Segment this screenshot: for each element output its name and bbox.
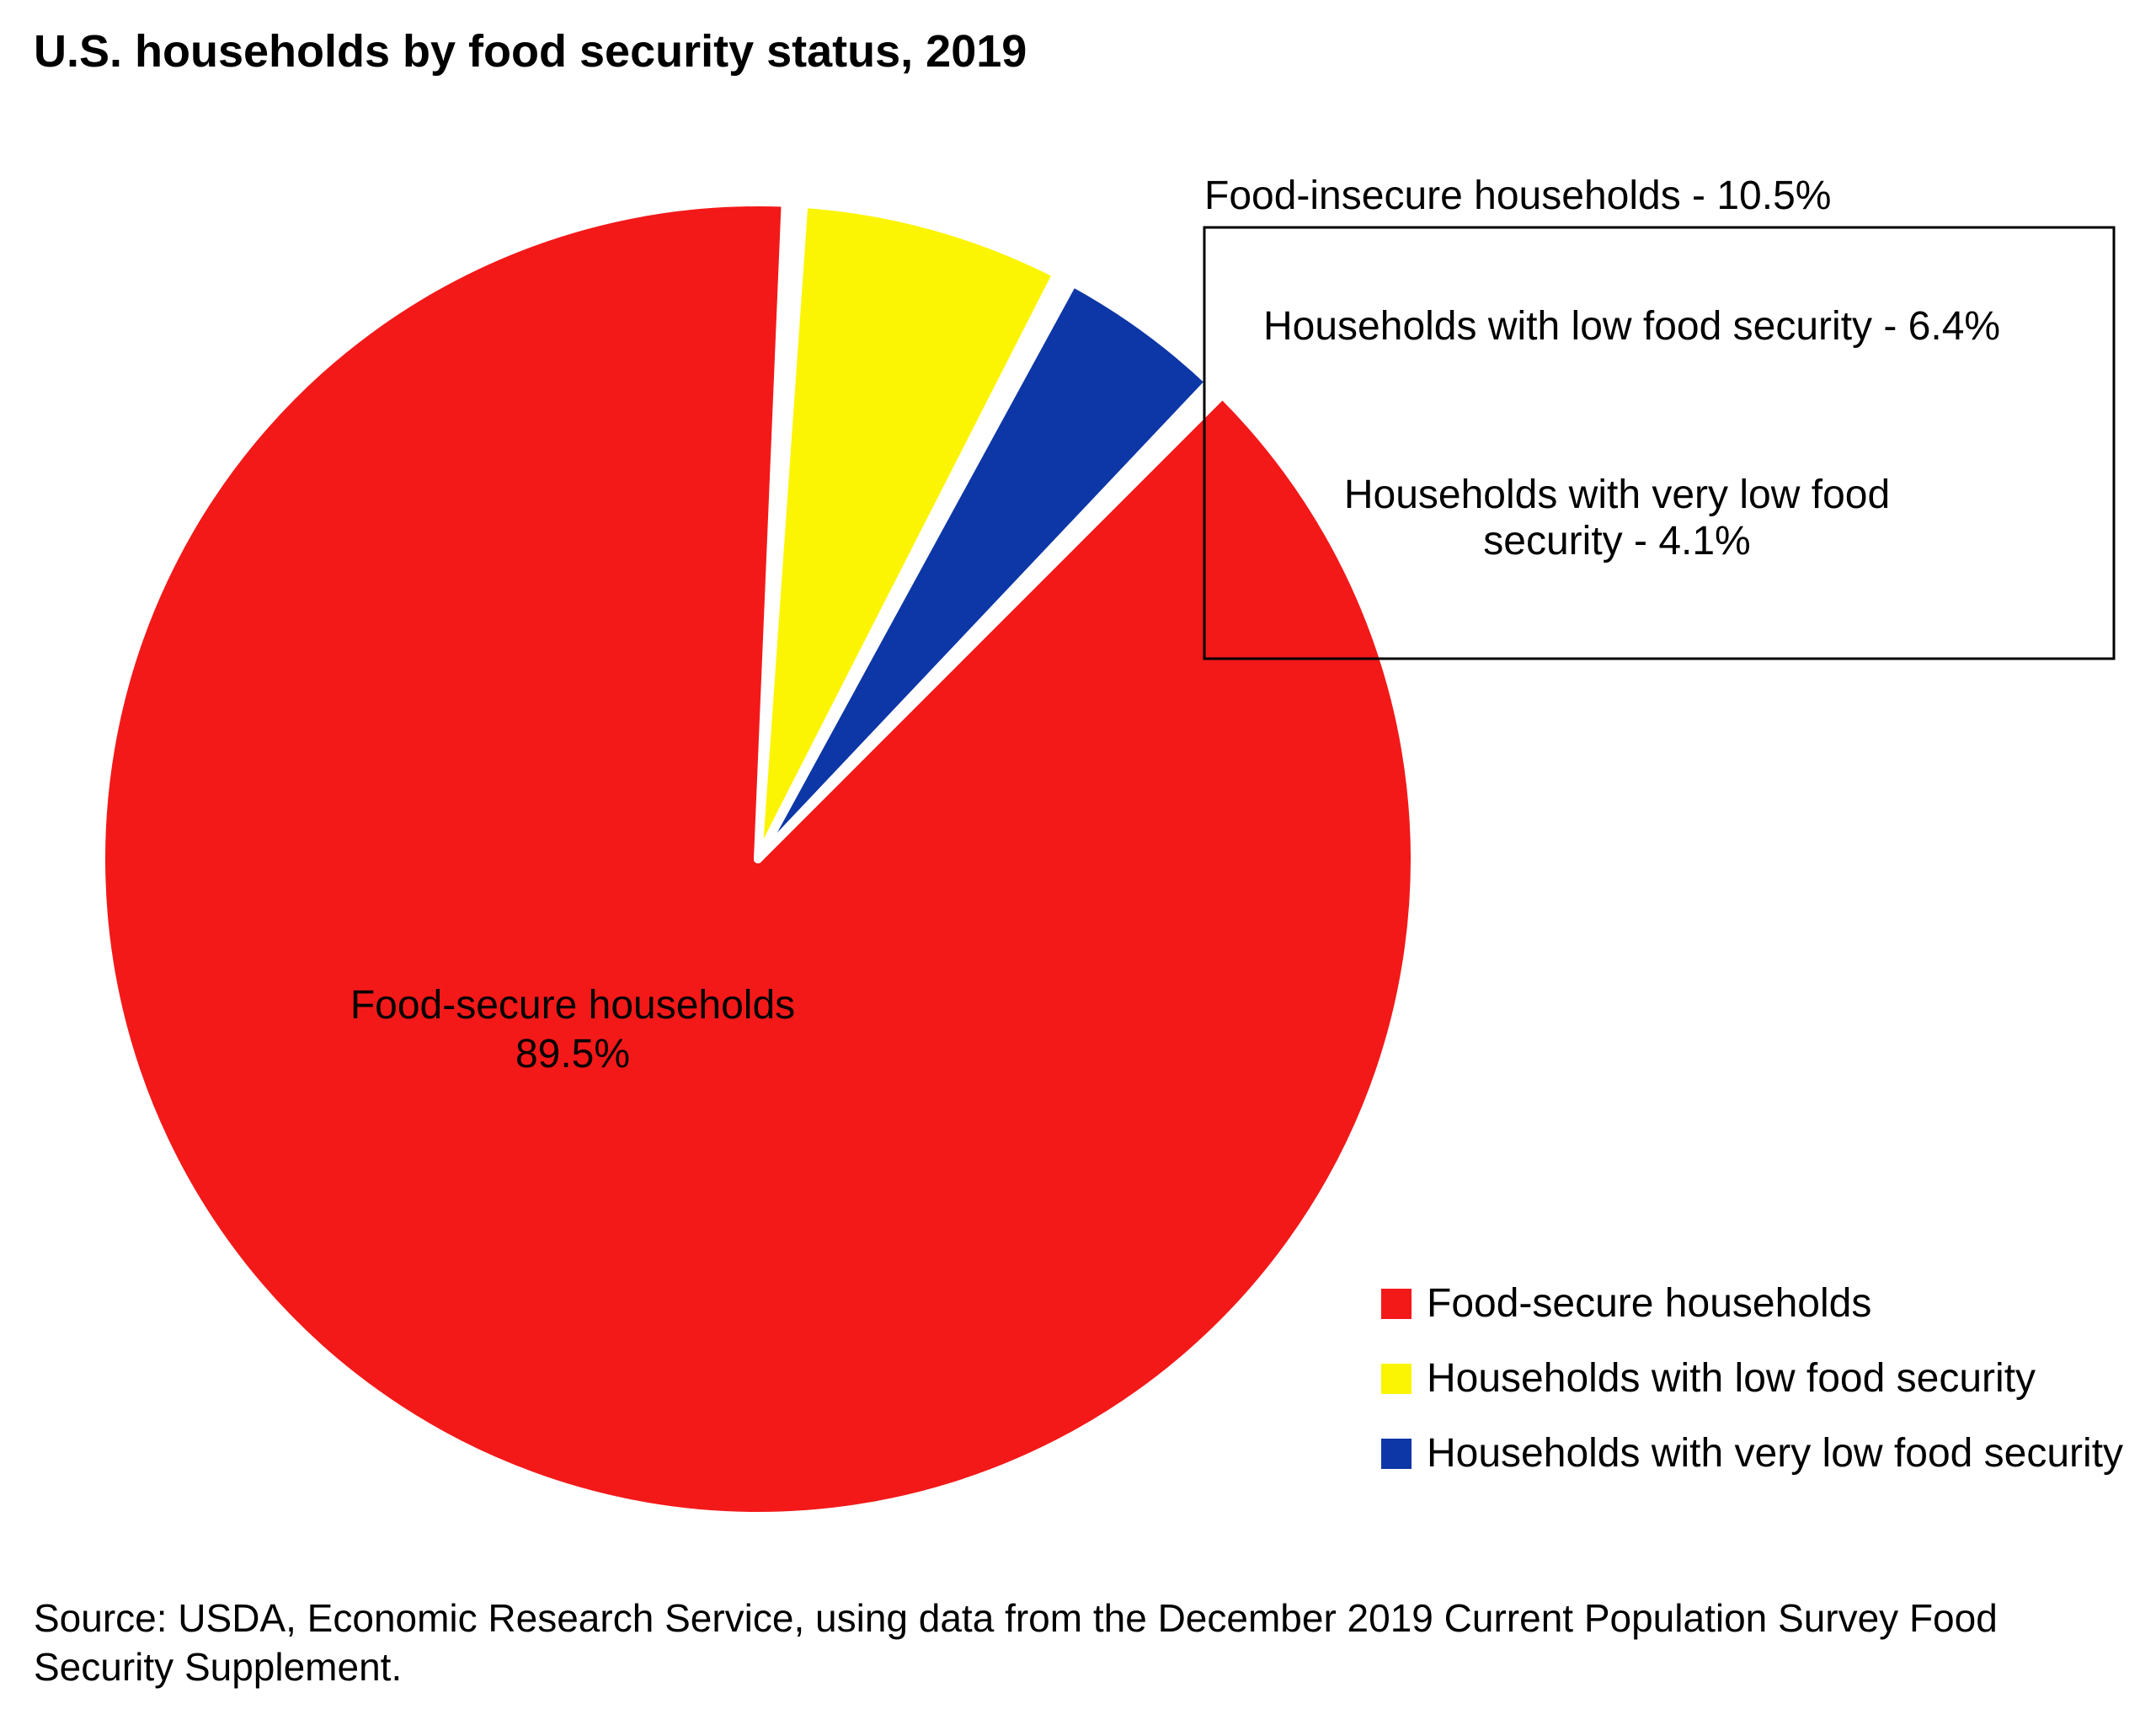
callout-very-low-food-security: Households with very low food security -…	[1272, 472, 1962, 564]
callout-very-low-line1: Households with very low food	[1344, 473, 1890, 517]
legend-label: Households with low food security	[1427, 1355, 2036, 1402]
legend-label: Households with very low food security	[1427, 1430, 2123, 1477]
source-citation: Source: USDA, Economic Research Service,…	[34, 1594, 2122, 1691]
callout-food-insecure-header: Food-insecure households - 10.5%	[1204, 173, 1831, 219]
legend: Food-secure households Households with l…	[1381, 1280, 2123, 1505]
callout-very-low-line2: security - 4.1%	[1483, 519, 1750, 563]
legend-item-very-low: Households with very low food security	[1381, 1430, 2123, 1477]
legend-swatch-food-secure	[1381, 1289, 1412, 1319]
legend-item-food-secure: Food-secure households	[1381, 1280, 2123, 1327]
legend-label: Food-secure households	[1427, 1280, 1871, 1327]
legend-swatch-very-low	[1381, 1439, 1412, 1469]
chart-container: U.S. households by food security status,…	[0, 0, 2156, 1725]
slice-label-line1: Food-secure households	[350, 983, 795, 1028]
legend-swatch-low	[1381, 1364, 1412, 1394]
slice-label-food-secure: Food-secure households 89.5%	[320, 981, 825, 1078]
legend-item-low: Households with low food security	[1381, 1355, 2123, 1402]
slice-label-line2: 89.5%	[515, 1032, 630, 1076]
callout-low-food-security: Households with low food security - 6.4%	[1263, 303, 2000, 350]
